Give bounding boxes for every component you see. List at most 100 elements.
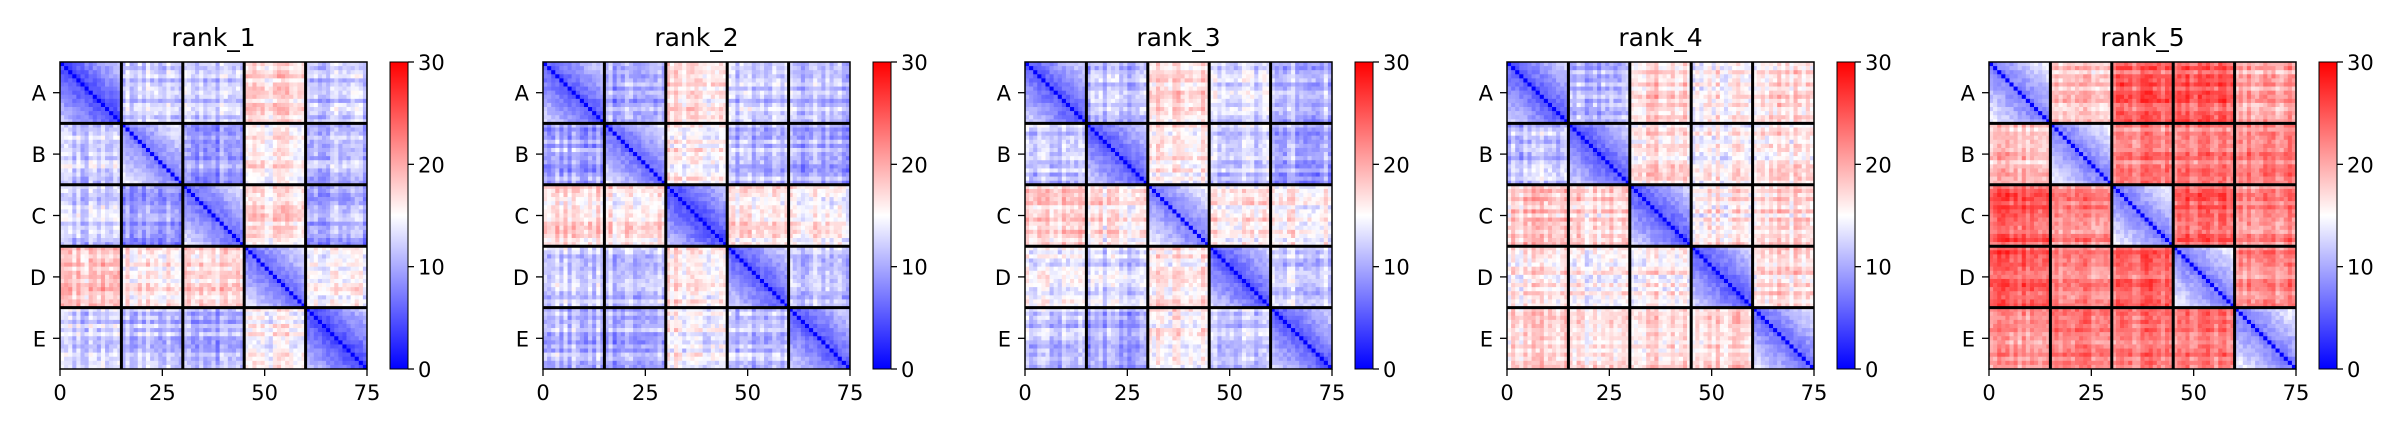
heatmap-cell xyxy=(162,99,166,103)
heatmap-cell xyxy=(150,328,154,332)
heatmap-cell xyxy=(130,115,134,119)
heatmap-cell xyxy=(228,267,232,271)
heatmap-cell xyxy=(318,82,322,86)
heatmap-cell xyxy=(318,271,322,275)
heatmap-cell xyxy=(277,238,281,242)
heatmap-cell xyxy=(64,193,68,197)
heatmap-cell xyxy=(252,140,256,144)
heatmap-cell xyxy=(224,173,228,177)
heatmap-cell xyxy=(207,230,211,234)
heatmap-cell xyxy=(297,66,301,70)
heatmap-cell xyxy=(236,258,240,262)
heatmap-cell xyxy=(269,74,273,78)
heatmap-cell xyxy=(224,193,228,197)
heatmap-cell xyxy=(146,320,150,324)
heatmap-cell xyxy=(248,238,252,242)
heatmap-cell xyxy=(289,234,293,238)
heatmap-cell xyxy=(142,218,146,222)
heatmap-cell xyxy=(171,201,175,205)
heatmap-cell xyxy=(195,160,199,164)
heatmap-cell xyxy=(281,136,285,140)
heatmap-cell xyxy=(248,144,252,148)
heatmap-cell xyxy=(285,197,289,201)
heatmap-cell xyxy=(330,66,334,70)
heatmap-cell xyxy=(199,148,203,152)
heatmap-cell xyxy=(330,234,334,238)
heatmap-cell xyxy=(72,267,76,271)
heatmap-cell xyxy=(232,111,236,115)
heatmap-cell xyxy=(72,328,76,332)
heatmap-cell xyxy=(105,295,109,299)
heatmap-cell xyxy=(261,91,265,95)
heatmap-cell xyxy=(150,312,154,316)
heatmap-cell xyxy=(166,312,170,316)
heatmap-cell xyxy=(89,173,93,177)
heatmap-cell xyxy=(93,70,97,74)
heatmap-cell xyxy=(351,70,355,74)
heatmap-cell xyxy=(199,99,203,103)
heatmap-cell xyxy=(322,91,326,95)
heatmap-cell xyxy=(273,111,277,115)
heatmap-cell xyxy=(113,295,117,299)
heatmap-cell xyxy=(171,197,175,201)
heatmap-cell xyxy=(154,275,158,279)
heatmap-cell xyxy=(256,164,260,168)
heatmap-cell xyxy=(175,115,179,119)
heatmap-cell xyxy=(175,70,179,74)
heatmap-cell xyxy=(187,160,191,164)
heatmap-cell xyxy=(105,87,109,91)
heatmap-cell xyxy=(166,287,170,291)
heatmap-cell xyxy=(162,173,166,177)
heatmap-cell xyxy=(146,299,150,303)
heatmap-cell xyxy=(68,209,72,213)
heatmap-cell xyxy=(199,320,203,324)
heatmap-cell xyxy=(93,258,97,262)
heatmap-cell xyxy=(97,209,101,213)
heatmap-cell xyxy=(351,107,355,111)
heatmap-cell xyxy=(191,193,195,197)
heatmap-cell xyxy=(142,291,146,295)
heatmap-cell xyxy=(207,74,211,78)
heatmap-cell xyxy=(216,74,220,78)
heatmap-cell xyxy=(105,312,109,316)
heatmap-cell xyxy=(89,254,93,258)
heatmap-cell xyxy=(248,332,252,336)
heatmap-cell xyxy=(273,271,277,275)
heatmap-cell xyxy=(273,66,277,70)
heatmap-cell xyxy=(334,107,338,111)
heatmap-cell xyxy=(171,238,175,242)
heatmap-cell xyxy=(351,197,355,201)
heatmap-cell xyxy=(207,193,211,197)
heatmap-cell xyxy=(224,287,228,291)
heatmap-cell xyxy=(109,271,113,275)
heatmap-cell xyxy=(105,328,109,332)
heatmap-cell xyxy=(154,295,158,299)
heatmap-cell xyxy=(224,299,228,303)
heatmap-cell xyxy=(265,115,269,119)
heatmap-cell xyxy=(158,291,162,295)
heatmap-cell xyxy=(314,127,318,131)
heatmap-cell xyxy=(125,213,129,217)
heatmap-cell xyxy=(261,127,265,131)
heatmap-cell xyxy=(191,234,195,238)
heatmap-cell xyxy=(138,173,142,177)
heatmap-cell xyxy=(207,91,211,95)
heatmap-cell xyxy=(314,177,318,181)
heatmap-cell xyxy=(125,78,129,82)
heatmap-cell xyxy=(101,209,105,213)
heatmap-cell xyxy=(359,279,363,283)
heatmap-cell xyxy=(154,78,158,82)
heatmap-cell xyxy=(355,144,359,148)
heatmap-cell xyxy=(355,230,359,234)
heatmap-cell xyxy=(347,189,351,193)
heatmap-cell xyxy=(105,82,109,86)
heatmap-cell xyxy=(64,218,68,222)
heatmap-cell xyxy=(220,320,224,324)
heatmap-cell xyxy=(216,177,220,181)
heatmap-cell xyxy=(166,201,170,205)
heatmap-cell xyxy=(171,332,175,336)
heatmap-cell xyxy=(224,103,228,107)
heatmap-cell xyxy=(326,140,330,144)
heatmap-cell xyxy=(297,78,301,82)
heatmap-cell xyxy=(146,160,150,164)
